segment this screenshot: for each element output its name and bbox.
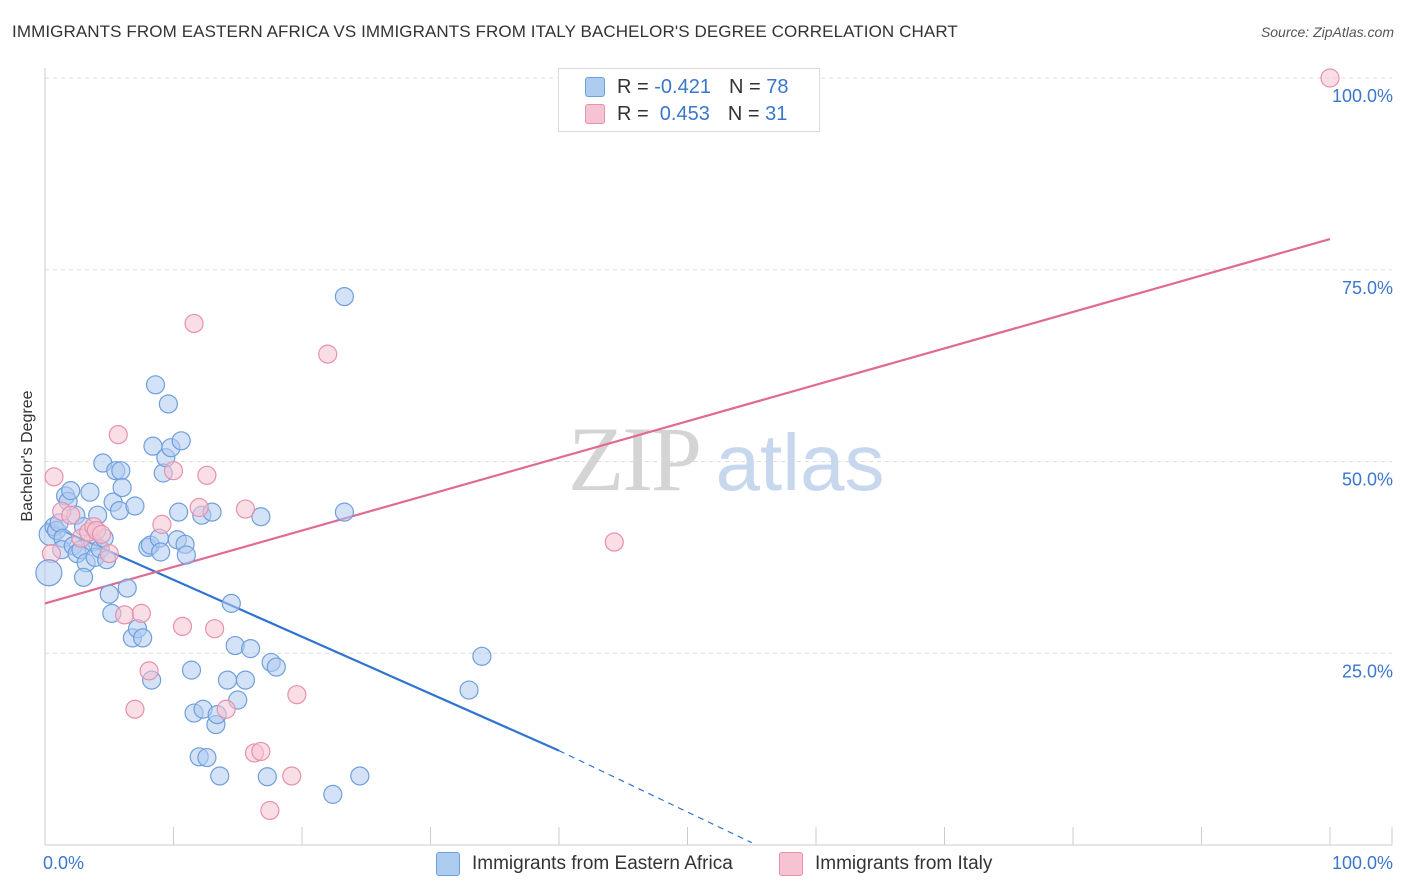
point-eastern-africa (334, 502, 355, 522)
point-italy (152, 514, 172, 534)
point-italy (287, 685, 307, 705)
point-eastern-africa (125, 496, 145, 516)
point-eastern-africa (266, 657, 286, 677)
y-tick-label: 100.0% (1332, 86, 1393, 106)
watermark-atlas: atlas (716, 418, 885, 507)
point-eastern-africa (80, 482, 100, 502)
legend-n-value: 31 (765, 102, 788, 125)
legend-swatch-pink (779, 852, 803, 876)
point-eastern-africa (61, 481, 81, 501)
grid-lines (45, 77, 1392, 654)
point-eastern-africa (323, 784, 343, 804)
point-eastern-africa (99, 584, 119, 604)
point-eastern-africa (334, 286, 355, 307)
y-tick-label: 25.0% (1342, 661, 1393, 681)
point-italy (318, 344, 338, 364)
legend-n-value: 78 (766, 75, 789, 98)
series-legend: Immigrants from Eastern Africa Immigrant… (0, 851, 1406, 877)
y-tick-label: 75.0% (1342, 278, 1393, 298)
x-tick-label: 0.0% (43, 853, 84, 873)
trend-line-eastern-africa (44, 521, 560, 752)
point-italy (44, 467, 64, 487)
data-points (35, 68, 1340, 821)
legend-item-italy: Immigrants from Italy (779, 852, 992, 876)
y-axis-title: Bachelor's Degree (19, 390, 36, 522)
legend-r-value: 0.453 (654, 102, 710, 125)
legend-n-label: N = (728, 75, 761, 98)
legend-r-label: R = (617, 75, 649, 98)
legend-row-eastern-africa: R = -0.421 N = 78 (585, 75, 788, 99)
point-eastern-africa (225, 635, 245, 656)
point-italy (91, 524, 112, 544)
point-eastern-africa (241, 639, 261, 659)
point-italy (216, 699, 236, 719)
point-eastern-africa (169, 502, 189, 522)
point-italy (99, 543, 119, 564)
point-italy (125, 699, 145, 719)
x-tick-label: 100.0% (1332, 853, 1393, 873)
point-eastern-africa (197, 747, 217, 768)
point-italy (184, 313, 204, 334)
legend-r-value: -0.421 (654, 75, 711, 98)
point-eastern-africa (35, 559, 63, 587)
legend-r-label: R = (617, 102, 649, 125)
trend-line-italy (44, 238, 1331, 605)
point-eastern-africa (158, 394, 178, 414)
legend-swatch-pink (585, 104, 605, 124)
point-eastern-africa (217, 670, 238, 690)
stats-legend: R = -0.421 N = 78 R = 0.453 N = 31 (558, 68, 820, 132)
chart-title: IMMIGRANTS FROM EASTERN AFRICA VS IMMIGR… (12, 22, 958, 41)
legend-label-italy: Immigrants from Italy (815, 853, 993, 874)
point-eastern-africa (235, 670, 256, 690)
source-label: Source: ZipAtlas.com (1260, 24, 1394, 40)
legend-label-eastern-africa: Immigrants from Eastern Africa (472, 853, 733, 874)
point-eastern-africa (176, 545, 196, 565)
point-italy (139, 661, 159, 681)
point-eastern-africa (112, 477, 132, 498)
point-eastern-africa (133, 628, 153, 648)
watermark: ZIP atlas (568, 408, 884, 510)
point-eastern-africa (472, 646, 492, 666)
point-eastern-africa (117, 578, 137, 598)
point-italy (131, 603, 151, 623)
point-eastern-africa (171, 431, 191, 451)
point-italy (1320, 68, 1340, 88)
point-eastern-africa (111, 461, 131, 481)
legend-swatch-blue (585, 77, 605, 97)
trend-lines (44, 238, 1331, 844)
point-eastern-africa (251, 507, 271, 527)
point-eastern-africa (210, 766, 230, 786)
watermark-zip: ZIP (568, 408, 700, 510)
point-italy (189, 497, 209, 518)
y-tick-label: 50.0% (1342, 470, 1393, 490)
legend-item-eastern-africa: Immigrants from Eastern Africa (436, 852, 733, 876)
legend-row-italy: R = 0.453 N = 31 (585, 102, 787, 126)
point-eastern-africa (73, 567, 94, 587)
point-italy (108, 425, 128, 445)
point-italy (235, 499, 256, 519)
point-italy (197, 465, 217, 485)
point-eastern-africa (459, 680, 479, 700)
legend-swatch-blue (436, 852, 460, 876)
point-italy (604, 532, 624, 552)
point-italy (61, 505, 81, 525)
point-italy (205, 619, 225, 639)
tick-labels: 25.0% 50.0% 75.0% 100.0% 0.0% 100.0% (43, 86, 1393, 873)
point-italy (172, 616, 193, 637)
point-eastern-africa (221, 593, 241, 613)
point-eastern-africa (350, 766, 370, 786)
point-eastern-africa (151, 542, 171, 562)
trend-extension-eastern-africa (558, 750, 753, 844)
legend-n-label: N = (727, 102, 760, 125)
axes (44, 68, 1393, 846)
point-eastern-africa (181, 660, 202, 680)
point-italy (282, 766, 302, 786)
point-italy (115, 605, 135, 625)
point-italy (163, 461, 184, 481)
point-eastern-africa (145, 375, 166, 395)
point-italy (260, 800, 280, 821)
point-eastern-africa (257, 767, 277, 787)
point-italy (251, 741, 271, 762)
